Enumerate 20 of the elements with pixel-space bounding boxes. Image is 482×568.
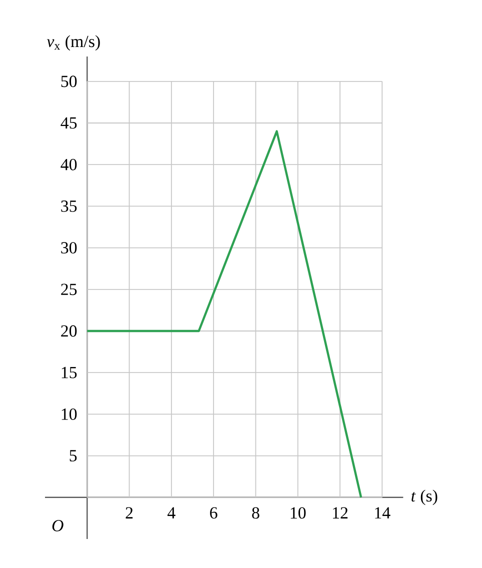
x-tick-label: 2 [126, 507, 133, 518]
x-axis-title: t (s) [412, 490, 438, 506]
y-tick-label: 50 [61, 76, 77, 88]
x-tick-label: 6 [210, 507, 218, 519]
x-tick-label: 12 [333, 507, 348, 518]
y-tick-label: 10 [62, 408, 77, 420]
x-tick-label: 4 [168, 507, 176, 518]
y-tick-label: 25 [61, 284, 77, 296]
y-axis-title: v$_{x}$ (m/s) [46, 35, 100, 51]
y-tick-label: 45 [60, 117, 77, 129]
x-tick-label: 10 [290, 507, 306, 519]
y-tick-label: 40 [60, 158, 77, 170]
y-tick-label: 5 [70, 450, 77, 462]
x-tick-label: 14 [375, 507, 390, 518]
x-tick-label: 8 [252, 507, 260, 519]
y-tick-label: 15 [62, 366, 77, 378]
annotation: O [52, 520, 64, 532]
y-tick-label: 30 [61, 242, 77, 254]
y-tick-label: 35 [61, 200, 77, 212]
y-tick-label: 20 [61, 325, 77, 337]
